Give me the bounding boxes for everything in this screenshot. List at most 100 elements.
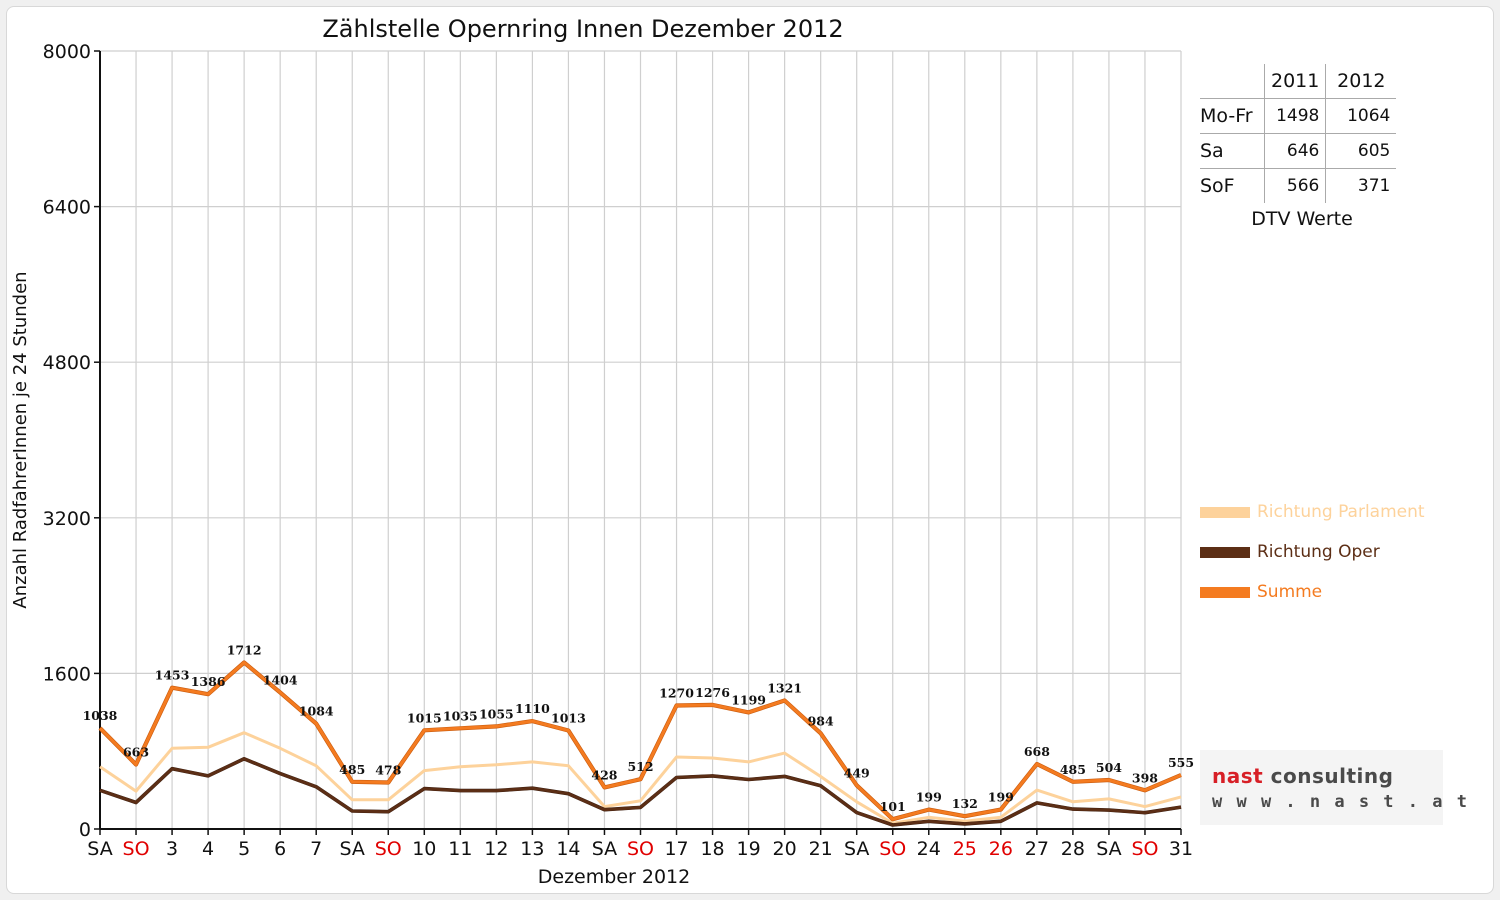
x-tick-label: SA — [1096, 838, 1121, 860]
x-tick-label: 3 — [166, 838, 178, 860]
data-label: 1038 — [83, 708, 118, 723]
data-label: 1055 — [479, 706, 514, 721]
x-tick-label: SA — [592, 838, 617, 860]
dtv-row-label: SoF — [1200, 168, 1265, 203]
x-tick-label: 18 — [700, 838, 724, 860]
dtv-cell-2012: 1064 — [1325, 98, 1397, 134]
data-label: 1276 — [695, 685, 730, 700]
data-label: 1712 — [227, 643, 262, 658]
legend-item-oper: Richtung Oper — [1200, 532, 1425, 572]
dtv-cell-2012: 605 — [1325, 133, 1397, 169]
data-label: 101 — [880, 799, 906, 814]
dtv-cell-2011: 1498 — [1263, 98, 1327, 134]
x-tick-label: 11 — [448, 838, 472, 860]
x-tick-label: 26 — [989, 838, 1013, 860]
series-lines — [98, 660, 1182, 827]
data-label: 398 — [1132, 770, 1158, 785]
dtv-caption: DTV Werte — [1251, 208, 1353, 230]
data-label: 1199 — [731, 692, 766, 707]
x-tick-label: 14 — [556, 838, 580, 860]
data-label: 478 — [375, 763, 401, 778]
legend-label-summe: Summe — [1257, 582, 1323, 602]
x-tick-label: 25 — [953, 838, 977, 860]
dtv-header-empty — [1200, 64, 1265, 99]
y-tick-label: 3200 — [43, 508, 91, 530]
legend-swatch-summe — [1200, 586, 1250, 598]
x-tick-label: SO — [1131, 838, 1158, 860]
data-label: 428 — [591, 767, 617, 782]
data-label: 1270 — [659, 685, 694, 700]
x-tick-label: 19 — [737, 838, 761, 860]
dtv-cell-2011: 566 — [1263, 168, 1327, 203]
data-label: 1404 — [263, 672, 298, 687]
dtv-header-row: 2011 2012 — [1200, 64, 1397, 99]
y-tick-label: 6400 — [43, 197, 91, 219]
dtv-header-2012: 2012 — [1325, 64, 1397, 99]
data-label: 1453 — [155, 668, 190, 683]
data-label: 504 — [1096, 760, 1122, 775]
data-label: 199 — [988, 790, 1014, 805]
x-axis-label: Dezember 2012 — [538, 866, 690, 888]
dtv-cell-2011: 646 — [1263, 133, 1327, 169]
dtv-row-mofr: Mo-Fr 1498 1064 — [1200, 98, 1397, 134]
x-tick-label: 28 — [1061, 838, 1085, 860]
x-tick-label: SO — [879, 838, 906, 860]
x-tick-label: 24 — [917, 838, 941, 860]
x-tick-label: 12 — [484, 838, 508, 860]
data-label: 984 — [808, 713, 834, 728]
chart-title: Zählstelle Opernring Innen Dezember 2012 — [322, 15, 843, 43]
x-tick-label: SA — [844, 838, 869, 860]
logo-url: w w w . n a s t . a t — [1212, 792, 1469, 812]
series-line-richtung-parlament — [99, 731, 1182, 825]
data-label: 1321 — [767, 681, 802, 696]
dtv-row-label: Mo-Fr — [1200, 98, 1265, 134]
y-axis-label: Anzahl RadfahrerInnen je 24 Stunden — [10, 271, 31, 608]
dtv-table: 2011 2012 Mo-Fr 1498 1064 Sa 646 605 SoF… — [1200, 64, 1397, 203]
dtv-row-label: Sa — [1200, 133, 1265, 169]
data-label: 1035 — [443, 708, 478, 723]
data-label: 512 — [627, 759, 653, 774]
data-label: 555 — [1168, 755, 1194, 770]
x-tick-label: SO — [375, 838, 402, 860]
data-label: 663 — [123, 745, 149, 760]
y-tick-label: 1600 — [43, 663, 91, 685]
data-label: 1386 — [191, 674, 226, 689]
dtv-row-sa: Sa 646 605 — [1200, 133, 1397, 169]
data-label: 668 — [1024, 744, 1050, 759]
y-tick-label: 8000 — [43, 41, 91, 63]
data-label: 485 — [339, 762, 365, 777]
data-label: 449 — [844, 765, 870, 780]
y-tick-label: 4800 — [43, 352, 91, 374]
nast-consulting-logo: nast consulting w w w . n a s t . a t — [1200, 750, 1467, 825]
legend-label-oper: Richtung Oper — [1257, 542, 1380, 562]
x-tick-label: SO — [123, 838, 150, 860]
x-tick-label: 6 — [274, 838, 286, 860]
x-tick-label: 17 — [664, 838, 688, 860]
legend-swatch-oper — [1200, 546, 1250, 558]
logo-name: nast consulting — [1212, 764, 1394, 788]
series-line-summe — [98, 661, 1182, 821]
dtv-cell-2012: 371 — [1325, 168, 1397, 203]
x-tick-label: 27 — [1025, 838, 1049, 860]
legend-swatch-parlament — [1200, 506, 1250, 518]
series-line-richtung-oper — [99, 757, 1182, 827]
x-tick-label: SA — [87, 838, 112, 860]
data-label: 485 — [1060, 762, 1086, 777]
dtv-header-2011: 2011 — [1263, 64, 1327, 99]
x-tick-label: 7 — [310, 838, 322, 860]
x-tick-label: 31 — [1169, 838, 1193, 860]
x-tick-label: 5 — [238, 838, 250, 860]
grid-lines — [100, 50, 1182, 829]
legend: Richtung Parlament Richtung Oper Summe — [1200, 492, 1425, 612]
data-label: 132 — [952, 796, 978, 811]
legend-item-summe: Summe — [1200, 572, 1425, 612]
dtv-row-sof: SoF 566 371 — [1200, 168, 1397, 203]
x-tick-label: 10 — [412, 838, 436, 860]
data-label: 1110 — [515, 701, 550, 716]
data-label: 1015 — [407, 710, 442, 725]
data-label: 1013 — [551, 710, 586, 725]
data-label: 1084 — [299, 704, 334, 719]
legend-item-parlament: Richtung Parlament — [1200, 492, 1425, 532]
